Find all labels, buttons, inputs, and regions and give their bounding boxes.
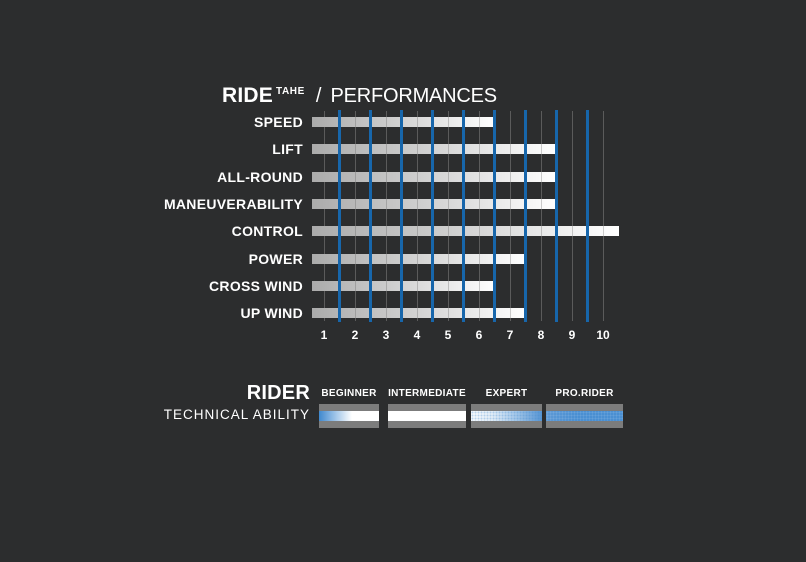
performance-row-label: CROSS WIND: [209, 277, 303, 294]
performance-bar: [312, 253, 526, 264]
ability-block: [388, 404, 466, 428]
performance-row-label: MANEUVERABILITY: [163, 195, 303, 212]
ability-level-label: BEGINNER: [321, 388, 377, 399]
grid-line-blue: [493, 110, 496, 322]
ability-block: [546, 404, 623, 428]
performance-row-label: UP WIND: [240, 305, 303, 322]
grid-line-blue: [524, 110, 527, 322]
performance-bar: [312, 117, 495, 127]
ability-gradient-stripe: [471, 411, 542, 421]
x-axis-tick: 2: [351, 328, 359, 342]
x-axis-tick: 5: [444, 328, 452, 342]
title-separator: /: [315, 85, 322, 107]
grid-line-gray: [385, 111, 387, 321]
x-axis-tick: 4: [413, 328, 421, 342]
grid-line-blue: [369, 110, 372, 322]
x-axis-tick: 7: [506, 328, 514, 342]
grid-line-blue: [586, 110, 589, 322]
performance-row-label: LIFT: [272, 141, 303, 158]
performance-row-label: CONTROL: [231, 223, 303, 240]
performance-row-label: SPEED: [254, 114, 303, 130]
x-axis-tick: 8: [537, 328, 545, 342]
grid-line-gray: [447, 111, 449, 321]
performance-row-label: POWER: [248, 250, 303, 267]
ability-level-label: EXPERT: [485, 388, 528, 399]
x-axis-tick: 10: [596, 328, 610, 342]
ability-level-label: PRO.RIDER: [555, 388, 614, 399]
grid-line-gray: [602, 111, 604, 321]
ability-block: [319, 404, 379, 428]
grid-line-gray: [540, 111, 542, 321]
performance-chart: [312, 109, 619, 324]
grid-line-gray: [509, 111, 511, 321]
performance-bar: [312, 144, 557, 155]
section-title: PERFORMANCES: [330, 85, 497, 107]
performance-bar: [312, 280, 495, 291]
performance-bar: [312, 226, 619, 237]
grid-line-blue: [400, 110, 403, 322]
grid-line-blue: [462, 110, 465, 322]
grid-line-blue: [338, 110, 341, 322]
chart-title: RIDE TAHE / PERFORMANCES: [222, 84, 497, 108]
ability-scale: BEGINNER INTERMEDIATE EXPERT PRO.RIDER: [319, 388, 623, 428]
performance-bar: [312, 308, 526, 319]
rider-subtitle: TECHNICAL ABILITY: [163, 407, 310, 422]
grid-line-gray: [323, 111, 325, 321]
grid-line-gray: [354, 111, 356, 321]
grid-line-gray: [416, 111, 418, 321]
ability-gradient-stripe: [388, 411, 466, 421]
rider-title: RIDER: [246, 382, 310, 404]
grid-line-gray: [571, 111, 573, 321]
ability-gradient-stripe: [319, 411, 379, 421]
brand-superscript: TAHE: [275, 86, 305, 97]
x-axis-tick: 1: [320, 328, 328, 342]
ability-block: [471, 404, 542, 428]
grid-line-gray: [478, 111, 480, 321]
performance-row-label: ALL-ROUND: [217, 168, 303, 185]
performance-bar: [312, 198, 557, 209]
ability-level-label: INTERMEDIATE: [388, 388, 466, 399]
grid-line-blue: [431, 110, 434, 322]
grid-line-blue: [555, 110, 558, 322]
ability-gradient-stripe: [546, 411, 623, 421]
brand-name: RIDE: [222, 84, 273, 107]
x-axis-tick: 9: [568, 328, 576, 342]
x-axis-tick: 3: [382, 328, 390, 342]
x-axis-tick: 6: [475, 328, 483, 342]
performance-bar: [312, 171, 557, 182]
